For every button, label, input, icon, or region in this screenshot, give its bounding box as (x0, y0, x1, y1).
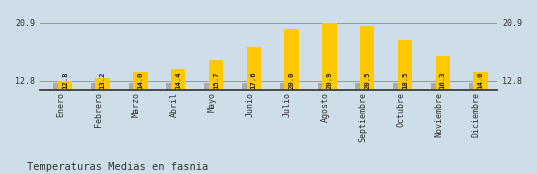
Text: 14.4: 14.4 (175, 72, 181, 89)
Text: 20.0: 20.0 (288, 72, 295, 89)
Bar (469, 83, 476, 90)
Bar (317, 83, 324, 90)
Bar (355, 83, 362, 90)
Bar (129, 83, 135, 90)
Bar (209, 60, 223, 90)
Text: 17.6: 17.6 (251, 72, 257, 89)
Bar (280, 83, 287, 90)
Text: 18.5: 18.5 (402, 72, 408, 89)
Bar (53, 83, 60, 90)
Bar (204, 83, 211, 90)
Bar (57, 81, 72, 90)
Text: 15.7: 15.7 (213, 72, 219, 89)
Text: 14.0: 14.0 (137, 72, 143, 89)
Bar (242, 83, 249, 90)
Bar (431, 83, 438, 90)
Bar (166, 83, 173, 90)
Bar (360, 26, 374, 90)
Text: 20.9: 20.9 (326, 72, 332, 89)
Bar (436, 56, 450, 90)
Bar (96, 78, 110, 90)
Bar (246, 46, 261, 90)
Bar (171, 69, 185, 90)
Bar (473, 72, 488, 90)
Bar (91, 83, 98, 90)
Text: Temperaturas Medias en fasnia: Temperaturas Medias en fasnia (27, 162, 208, 172)
Text: 14.0: 14.0 (477, 72, 483, 89)
Bar (398, 40, 412, 90)
Text: 20.5: 20.5 (364, 72, 370, 89)
Bar (285, 29, 299, 90)
Bar (393, 83, 400, 90)
Bar (133, 72, 148, 90)
Text: 12.8: 12.8 (62, 72, 68, 89)
Bar (322, 23, 337, 90)
Text: 16.3: 16.3 (440, 72, 446, 89)
Text: 13.2: 13.2 (99, 72, 106, 89)
